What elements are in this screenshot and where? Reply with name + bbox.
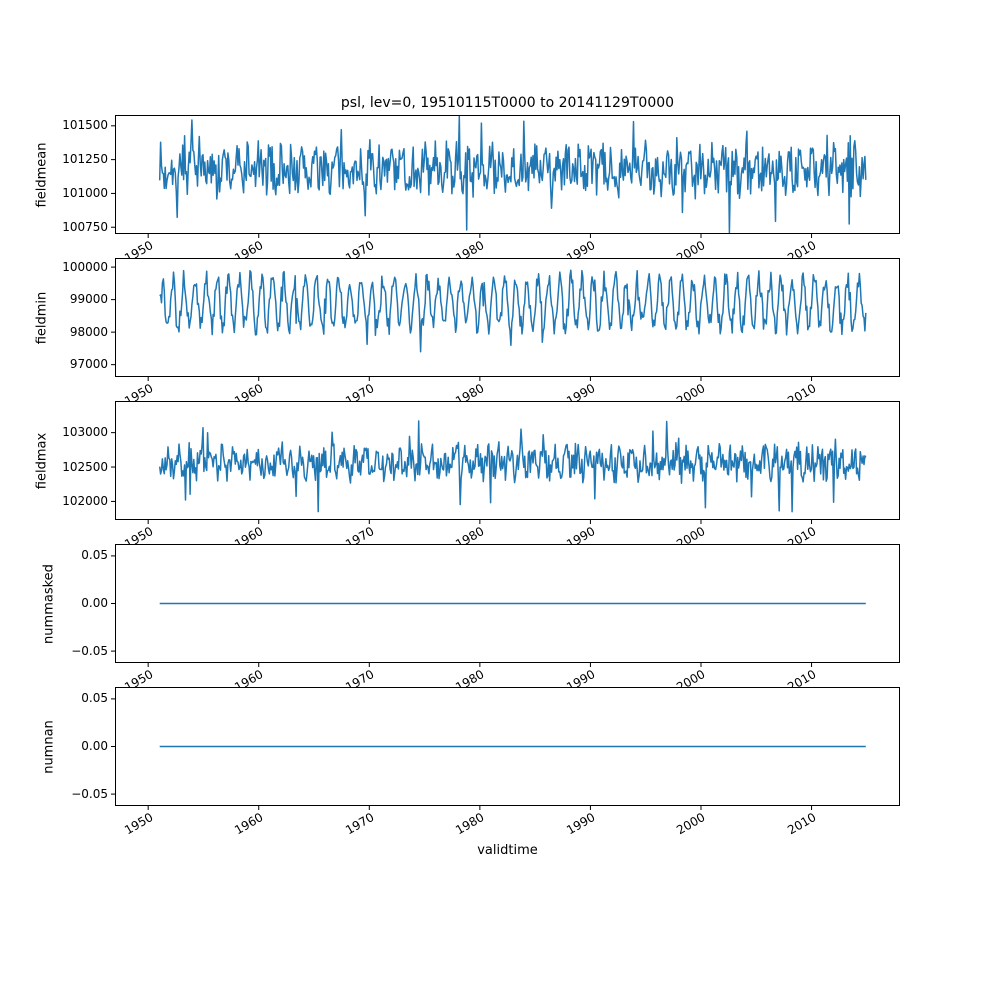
y-tick-label: 102500 <box>62 459 108 474</box>
series-line-fieldmean <box>158 115 867 234</box>
axes-border <box>115 401 900 520</box>
y-tick-label: 99000 <box>69 292 108 307</box>
x-tick-label: 1950 <box>121 810 156 838</box>
y-tick-label: 100750 <box>62 219 108 234</box>
axes-numnan <box>111 687 900 810</box>
y-tick-label: 0.05 <box>81 691 108 706</box>
y-tick-label: −0.05 <box>71 786 108 801</box>
x-tick-label: 2000 <box>674 810 708 838</box>
y-axis-label-fieldmean: fieldmean <box>34 142 50 207</box>
y-axis-label-nummasked: nummasked <box>41 563 57 644</box>
subplot-fieldmean: 100750 101000 101250 101500 1950 1960 1970 1980… <box>34 115 900 265</box>
y-tick-label: 101250 <box>62 152 108 167</box>
y-axis-label-fieldmax: fieldmax <box>34 432 50 489</box>
y-tick-label: 103000 <box>62 425 108 440</box>
y-tick-label: 0.00 <box>81 739 108 753</box>
y-tick-label: −0.05 <box>71 643 108 658</box>
x-tick-label: 1960 <box>232 810 266 838</box>
y-tick-label: 100000 <box>62 259 108 274</box>
y-tick-label: 98000 <box>69 324 108 339</box>
x-tick-label: 1980 <box>453 810 487 838</box>
axes-fieldmin <box>111 258 900 381</box>
axes-border <box>115 258 900 377</box>
axes-border <box>115 115 900 234</box>
y-tick-label: 102000 <box>62 493 108 508</box>
y-axis-label-numnan: numnan <box>41 719 57 774</box>
y-tick-label: 101000 <box>62 185 108 200</box>
axes-nummasked <box>111 544 900 667</box>
axes-fieldmax <box>111 401 900 524</box>
x-tick-label: 2010 <box>785 810 819 838</box>
x-tick-label: 1990 <box>563 810 598 838</box>
y-tick-label: 101500 <box>62 118 108 133</box>
series-line-fieldmin <box>159 269 867 353</box>
figure-title: psl, lev=0, 19510115T0000 to 20141129T00… <box>340 95 675 111</box>
x-axis-label: validtime <box>477 843 538 858</box>
axes-border <box>115 687 900 806</box>
y-axis-label-fieldmin: fieldmin <box>34 291 50 344</box>
series-line-fieldmax <box>158 420 867 513</box>
subplot-numnan: −0.05 0.00 0.05 1950 1960 1970 1980 1990 2000 201… <box>42 687 900 837</box>
y-tick-label: 0.00 <box>81 596 108 610</box>
x-tick-label: 1970 <box>342 810 377 838</box>
axes-border <box>115 544 900 663</box>
y-tick-label: 0.05 <box>81 548 108 563</box>
subplot-fieldmin: 97000 98000 99000 100000 1950 1960 1970 1980 199… <box>34 258 900 408</box>
axes-fieldmean <box>111 115 900 238</box>
y-tick-label: 97000 <box>69 357 108 372</box>
subplot-nummasked: −0.05 0.00 0.05 1950 1960 1970 1980 1990 2000 201… <box>42 544 900 694</box>
subplot-fieldmax: 102000 102500 103000 1950 1960 1970 1980 1990 20… <box>34 401 900 551</box>
